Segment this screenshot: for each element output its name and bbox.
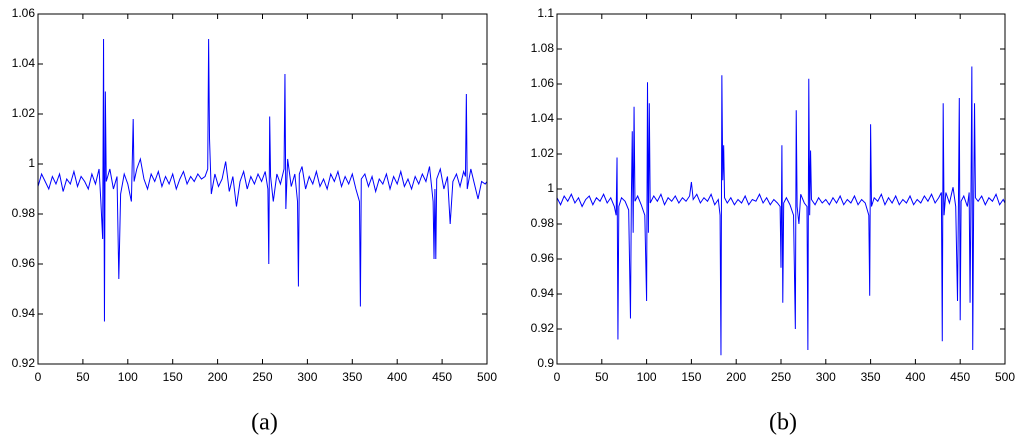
y-tick-label: 0.9 xyxy=(537,356,554,370)
y-tick-label: 0.98 xyxy=(12,206,36,220)
x-tick-label: 0 xyxy=(554,370,561,384)
plot-area xyxy=(557,14,1005,364)
x-tick-label: 150 xyxy=(681,370,701,384)
y-tick-label: 1.04 xyxy=(12,56,36,70)
y-tick-label: 0.94 xyxy=(531,286,555,300)
x-tick-label: 500 xyxy=(995,370,1015,384)
x-tick-label: 450 xyxy=(432,370,452,384)
y-tick-label: 1.08 xyxy=(531,41,555,55)
data-line xyxy=(556,66,1006,356)
plot-area xyxy=(38,14,487,364)
x-tick-label: 200 xyxy=(208,370,228,384)
caption: (a) xyxy=(251,410,278,436)
x-tick-label: 100 xyxy=(118,370,138,384)
x-tick-label: 50 xyxy=(595,370,609,384)
y-tick-label: 0.92 xyxy=(12,356,36,370)
x-tick-label: 250 xyxy=(771,370,791,384)
y-tick-label: 1.04 xyxy=(531,111,555,125)
x-tick-label: 50 xyxy=(76,370,90,384)
y-tick-label: 1.02 xyxy=(12,106,36,120)
y-tick-label: 0.94 xyxy=(12,306,36,320)
x-tick-label: 400 xyxy=(905,370,925,384)
x-tick-label: 350 xyxy=(861,370,881,384)
data-line xyxy=(37,38,488,322)
x-tick-label: 300 xyxy=(297,370,317,384)
x-tick-label: 300 xyxy=(816,370,836,384)
x-tick-label: 100 xyxy=(637,370,657,384)
x-tick-label: 400 xyxy=(387,370,407,384)
x-tick-label: 150 xyxy=(163,370,183,384)
caption: (b) xyxy=(769,410,797,436)
y-tick-label: 1.02 xyxy=(531,146,555,160)
y-tick-label: 1.1 xyxy=(537,6,554,20)
y-tick-label: 1.06 xyxy=(12,6,36,20)
y-tick-label: 1.06 xyxy=(531,76,555,90)
x-tick-label: 450 xyxy=(950,370,970,384)
y-tick-label: 0.98 xyxy=(531,216,555,230)
x-tick-label: 500 xyxy=(477,370,497,384)
x-tick-label: 350 xyxy=(342,370,362,384)
y-tick-label: 0.96 xyxy=(12,256,36,270)
x-tick-label: 250 xyxy=(252,370,272,384)
y-tick-label: 1 xyxy=(28,156,35,170)
x-tick-label: 0 xyxy=(35,370,42,384)
x-tick-label: 200 xyxy=(726,370,746,384)
y-tick-label: 1 xyxy=(547,181,554,195)
y-tick-label: 0.96 xyxy=(531,251,555,265)
y-tick-label: 0.92 xyxy=(531,321,555,335)
